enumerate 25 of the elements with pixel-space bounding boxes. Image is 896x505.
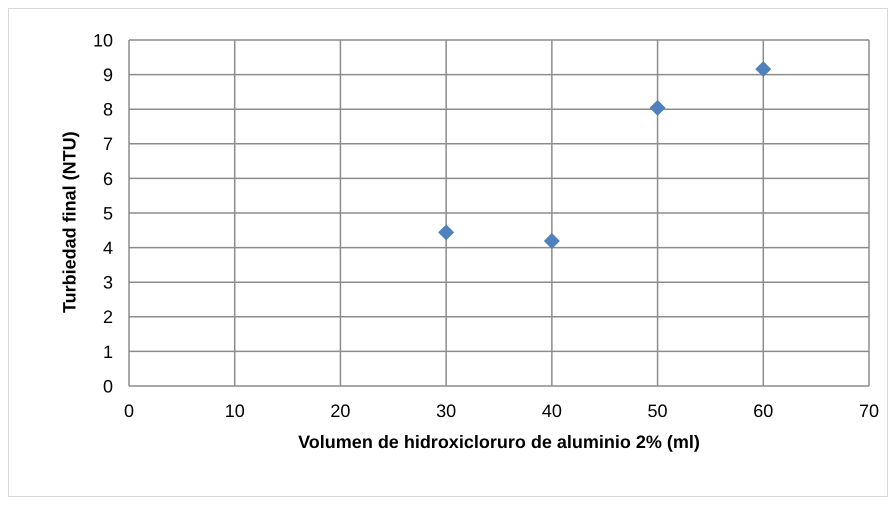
x-tick-label: 10: [224, 400, 245, 421]
y-tick-label: 0: [102, 376, 113, 396]
y-tick-label: 8: [102, 100, 113, 120]
point: [438, 224, 454, 240]
y-axis-title: Turbiedad final (NTU): [59, 131, 80, 313]
point: [544, 233, 560, 250]
x-tick-label: 40: [542, 400, 562, 421]
point: [755, 61, 772, 78]
x-tick-label: 0: [124, 400, 134, 421]
y-tick-label: 4: [102, 238, 113, 258]
x-axis-title: Volumen de hidroxicloruro de aluminio 2% (ml): [298, 432, 700, 452]
y-tick-label: 7: [102, 134, 113, 154]
x-tick-label: 50: [648, 400, 668, 421]
y-tick-label: 9: [102, 64, 113, 85]
x-tick-label: 60: [753, 400, 774, 421]
y-tick-label: 3: [102, 272, 113, 293]
y-tick-label: 2: [102, 307, 113, 328]
y-tick-label: 10: [92, 30, 113, 50]
y-tick-label: 5: [102, 203, 113, 224]
point: [650, 100, 666, 116]
x-tick-label: 20: [330, 400, 350, 421]
y-tick-label: 1: [102, 342, 113, 362]
y-tick-label: 6: [102, 168, 113, 189]
x-tick-label: 70: [858, 400, 880, 421]
x-tick-label: 30: [436, 400, 456, 421]
